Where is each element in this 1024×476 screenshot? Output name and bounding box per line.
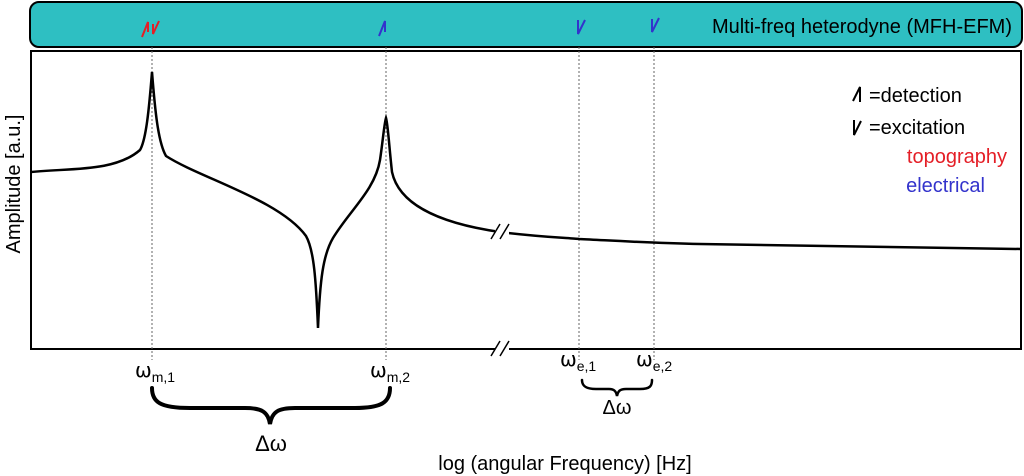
plot-frame [30, 50, 1022, 350]
label-omega-e1: ωe,1 [560, 347, 596, 374]
legend: =detection =excitation topography electr… [852, 85, 1007, 197]
banner-title: Multi-freq heterodyne (MFH-EFM) [712, 16, 1012, 38]
x-axis-label: log (angular Frequency) [Hz] [438, 453, 691, 475]
electrical-brace [580, 378, 654, 397]
y-axis-label: Amplitude [a.u.] [3, 115, 25, 254]
label-omega-e2: ωe,2 [636, 347, 672, 374]
electrical-detection-marker [378, 20, 386, 37]
x-axis-break-mark [490, 340, 510, 358]
mechanical-delta-omega-label: Δω [255, 431, 287, 456]
electrical-excitation-marker-e1 [577, 19, 586, 35]
mechanical-brace [150, 386, 392, 425]
electrical-delta-omega-label: Δω [603, 397, 632, 419]
legend-electrical-label: electrical [906, 175, 985, 197]
legend-detection-label: =detection [869, 85, 962, 107]
label-omega-m2: ωm,2 [370, 358, 410, 385]
response-curve [30, 71, 1022, 329]
mfh-efm-banner [29, 1, 1023, 48]
label-omega-m1: ωm,1 [135, 358, 175, 385]
curve-break-mark [490, 222, 510, 242]
electrical-excitation-marker-e2 [651, 17, 660, 33]
legend-excitation-label: =excitation [869, 117, 965, 139]
legend-topography-label: topography [907, 146, 1007, 168]
frequency-guides [151, 47, 655, 360]
detection-arrow-icon [852, 86, 861, 102]
excitation-arrow-icon [853, 120, 862, 136]
topography-detection-excitation-marker [141, 20, 160, 38]
